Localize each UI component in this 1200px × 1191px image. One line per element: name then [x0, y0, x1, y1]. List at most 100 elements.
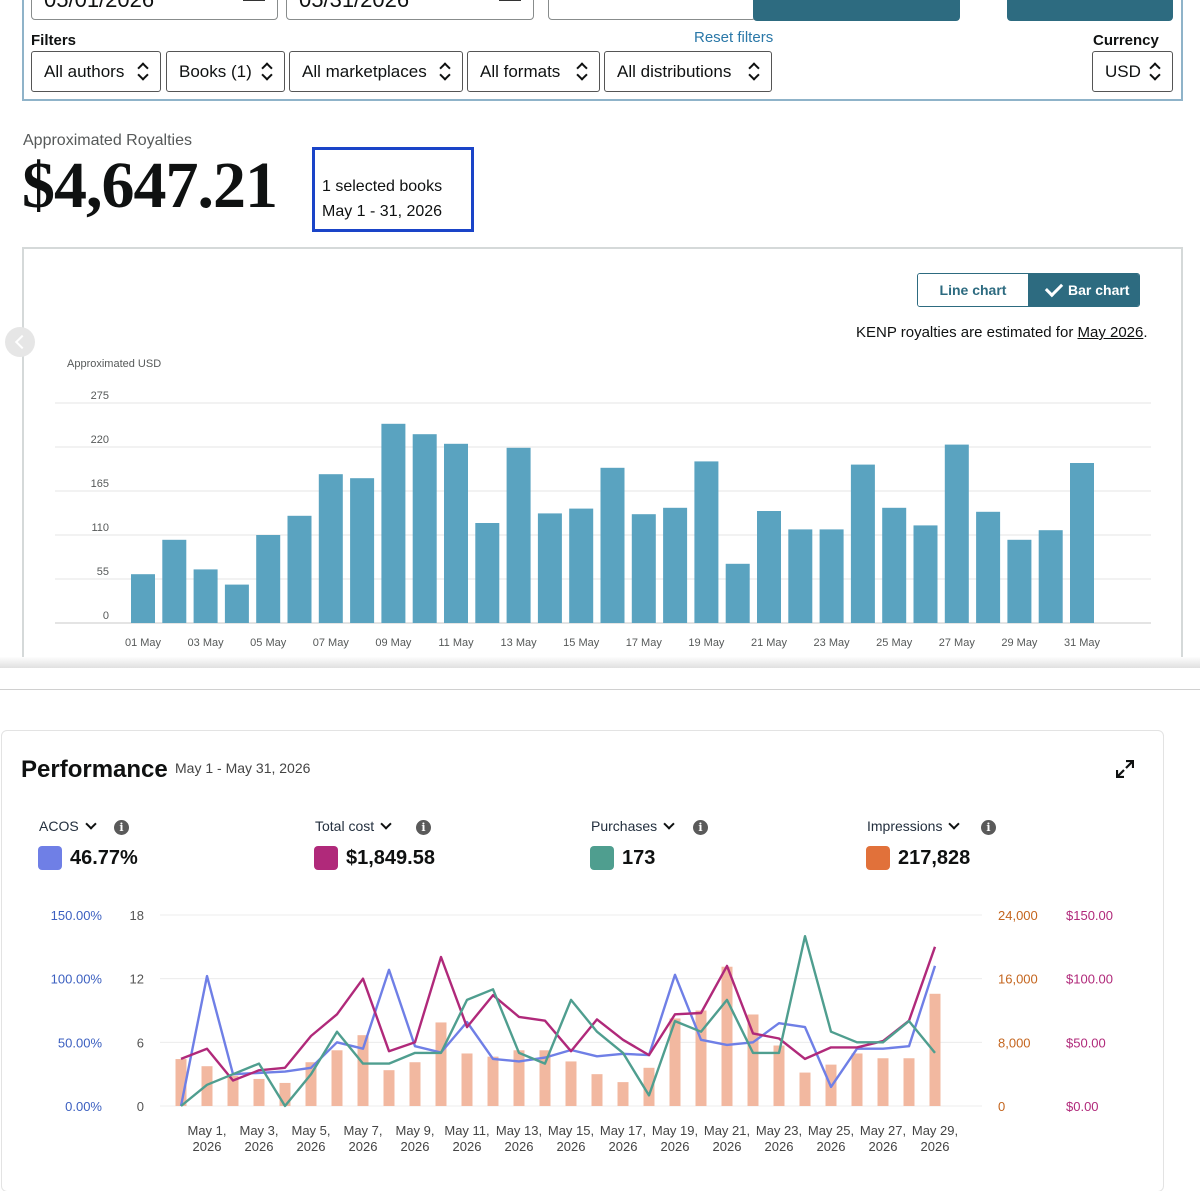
- impressions-axis-label: 16,000: [998, 972, 1038, 987]
- bar: [569, 508, 594, 623]
- x-tick-label: 19 May: [688, 637, 725, 649]
- impressions-bar: [773, 1045, 785, 1106]
- cost-axis-label: $150.00: [1066, 908, 1113, 923]
- impressions-bar: [617, 1082, 629, 1106]
- distributions-select[interactable]: All distributions: [604, 51, 772, 92]
- calendar-icon[interactable]: [499, 0, 521, 1]
- metric-acos-selector[interactable]: ACOS: [39, 818, 97, 836]
- formats-select[interactable]: All formats: [467, 51, 600, 92]
- acos-line: [179, 965, 937, 1107]
- start-date-value: 05/01/2026: [44, 0, 154, 12]
- bar: [506, 447, 531, 623]
- cost-axis-label: $100.00: [1066, 972, 1113, 987]
- authors-select-value: All authors: [44, 62, 125, 81]
- bar: [757, 511, 781, 623]
- bar: [412, 434, 437, 623]
- metric-purchases-label: Purchases: [591, 818, 658, 834]
- metric-impressions-selector[interactable]: Impressions: [867, 818, 961, 836]
- royalty-y-axis-title: Approximated USD: [67, 358, 162, 370]
- x-tick-label: May 23,: [756, 1123, 802, 1138]
- x-tick-label: May 25,: [808, 1123, 854, 1138]
- metric-impressions-swatch: [866, 846, 890, 870]
- performance-title: Performance: [21, 756, 168, 783]
- currency-select[interactable]: USD: [1092, 51, 1173, 92]
- x-tick-label: 03 May: [188, 637, 225, 649]
- currency-select-value: USD: [1105, 62, 1141, 81]
- metric-acos-swatch: [38, 846, 62, 870]
- start-date-field[interactable]: 05/01/2026: [31, 0, 278, 20]
- impressions-bar: [461, 1053, 473, 1106]
- x-tick-label: 2026: [817, 1139, 846, 1154]
- download-button[interactable]: [1007, 0, 1173, 21]
- bar-chart-button[interactable]: Bar chart: [1028, 274, 1139, 306]
- bar: [475, 523, 500, 623]
- metric-total-cost-swatch: [314, 846, 338, 870]
- end-date-field[interactable]: 05/31/2026: [286, 0, 534, 20]
- marketplaces-select-value: All marketplaces: [302, 62, 427, 81]
- x-tick-label: May 7,: [343, 1123, 382, 1138]
- info-icon[interactable]: i: [981, 820, 996, 835]
- x-tick-label: May 17,: [600, 1123, 646, 1138]
- metric-purchases-value: 173: [622, 847, 656, 869]
- bar: [944, 444, 969, 623]
- impressions-bar: [643, 1067, 655, 1106]
- info-icon[interactable]: i: [416, 820, 431, 835]
- impressions-bar: [513, 1050, 525, 1106]
- line-chart-button[interactable]: Line chart: [918, 274, 1028, 306]
- bar: [882, 507, 907, 623]
- performance-date-range: May 1 - May 31, 2026: [175, 760, 311, 776]
- books-select-value: Books (1): [179, 62, 252, 81]
- x-tick-label: May 9,: [395, 1123, 434, 1138]
- bar: [694, 461, 719, 623]
- bar: [913, 525, 938, 623]
- metric-purchases-selector[interactable]: Purchases: [591, 818, 675, 836]
- selection-summary-box: 1 selected books May 1 - 31, 2026: [312, 147, 474, 232]
- bar: [318, 474, 343, 623]
- info-icon[interactable]: i: [693, 820, 708, 835]
- currency-label: Currency: [1093, 32, 1159, 49]
- impressions-bar: [227, 1075, 239, 1106]
- total-cost-line: [180, 946, 937, 1082]
- x-tick-label: 29 May: [1001, 637, 1038, 649]
- impressions-axis-label: 8,000: [998, 1035, 1031, 1050]
- reset-filters-link[interactable]: Reset filters: [694, 29, 774, 46]
- bar: [725, 563, 750, 623]
- x-tick-label: May 15,: [548, 1123, 594, 1138]
- acos-axis-label: 150.00%: [51, 908, 103, 923]
- y-tick-label: 165: [91, 478, 109, 490]
- info-icon[interactable]: i: [114, 820, 129, 835]
- books-select[interactable]: Books (1): [166, 51, 285, 92]
- bar: [193, 569, 218, 623]
- bar: [350, 478, 375, 623]
- selected-date-range: May 1 - 31, 2026: [322, 203, 443, 220]
- expand-icon[interactable]: [1116, 760, 1134, 778]
- authors-select[interactable]: All authors: [31, 51, 161, 92]
- chevron-left-icon[interactable]: [5, 327, 35, 357]
- x-tick-label: 27 May: [939, 637, 976, 649]
- x-tick-label: 2026: [245, 1139, 274, 1154]
- x-tick-label: 2026: [453, 1139, 482, 1154]
- impressions-bar: [565, 1061, 577, 1106]
- bar: [444, 443, 468, 623]
- metric-impressions-label: Impressions: [867, 818, 943, 834]
- bar: [224, 584, 249, 623]
- bar: [663, 507, 688, 623]
- purchases-line: [180, 934, 936, 1108]
- impressions-bar: [877, 1058, 889, 1106]
- metric-total-cost-selector[interactable]: Total cost: [315, 818, 392, 836]
- y-tick-label: 110: [91, 522, 109, 534]
- x-tick-label: 2026: [349, 1139, 378, 1154]
- chart-type-toggle: Line chart Bar chart: [917, 273, 1140, 307]
- kenp-month-link[interactable]: May 2026: [1077, 324, 1144, 341]
- apply-button[interactable]: [753, 0, 960, 21]
- calendar-icon[interactable]: [243, 0, 265, 1]
- impressions-bar: [253, 1078, 265, 1106]
- cost-axis-label: $0.00: [1066, 1099, 1099, 1114]
- x-tick-label: May 21,: [704, 1123, 750, 1138]
- impressions-bar: [929, 993, 941, 1106]
- marketplaces-select[interactable]: All marketplaces: [289, 51, 463, 92]
- bar: [1038, 530, 1063, 623]
- bar: [819, 529, 844, 623]
- bar: [631, 514, 656, 623]
- x-tick-label: 2026: [713, 1139, 742, 1154]
